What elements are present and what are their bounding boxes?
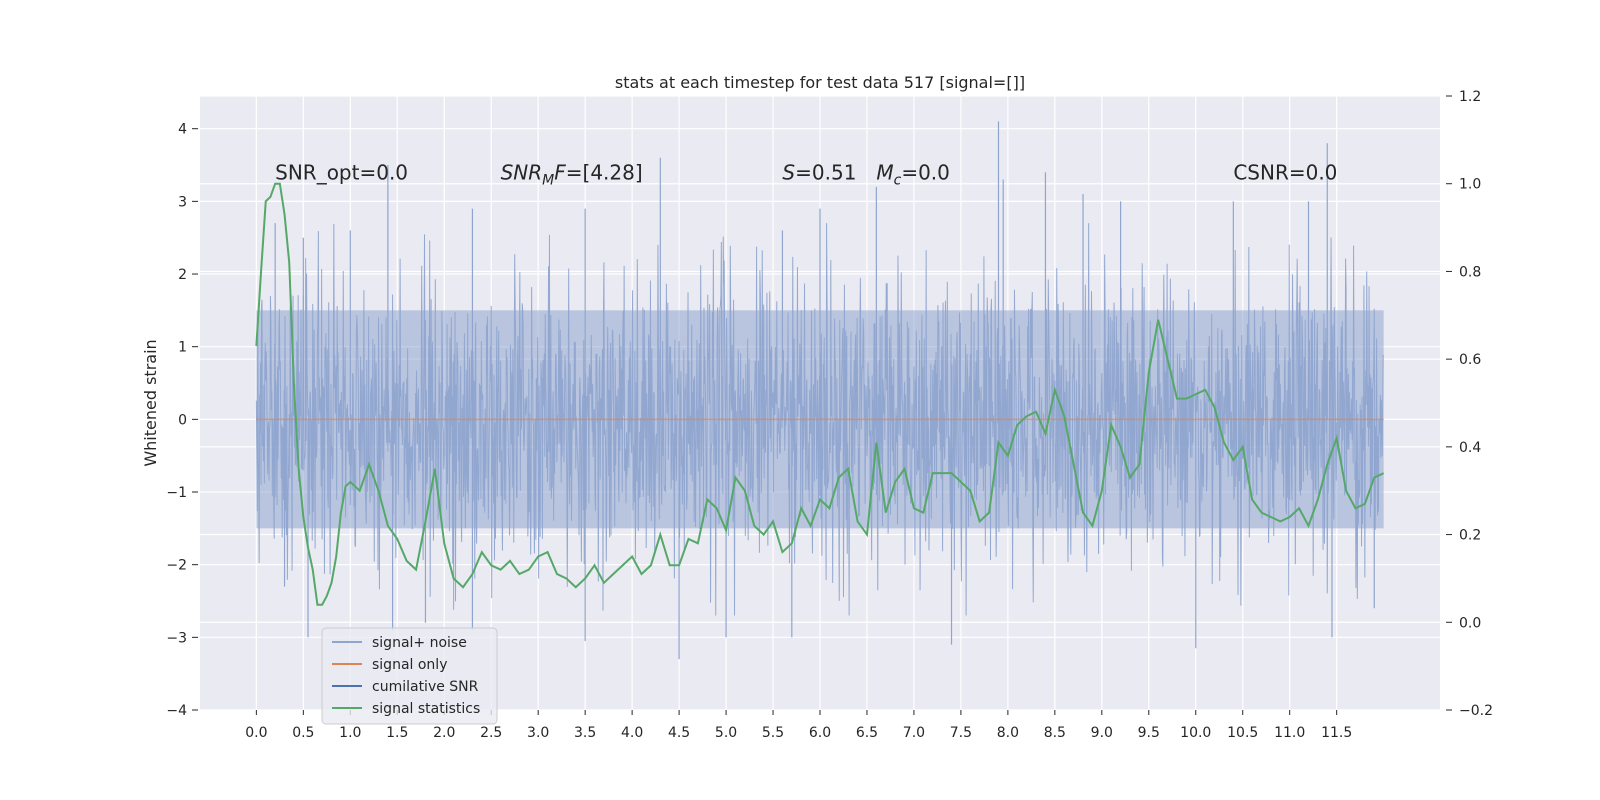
x-tick-label: 11.0: [1274, 725, 1305, 741]
signal-statistics-series: [255, 182, 1385, 606]
x-tick-label: 0.5: [292, 725, 314, 741]
x-tick-label: 3.0: [527, 725, 549, 741]
x-tick-label: 0.0: [245, 725, 267, 741]
annotations: SNR_opt=0.0 SNRMF=[4.28] S=0.51 Mc=0.0 CSNR=…: [275, 161, 1337, 189]
x-tick-label: 10.0: [1180, 725, 1211, 741]
y-tick-label: 4: [178, 122, 187, 138]
legend-label: signal statistics: [372, 701, 480, 717]
legend-box: [321, 627, 498, 725]
y2-tick-label: 0.4: [1459, 440, 1481, 456]
x-tick-label: 9.5: [1138, 725, 1160, 741]
y2-tick-label: 0.2: [1459, 528, 1481, 544]
chart-title: stats at each timestep for test data 517…: [615, 73, 1025, 92]
y-axis-left: −4 −3 −2 −1 0 1 2 3 4: [166, 122, 198, 719]
x-tick-label: 6.0: [809, 725, 831, 741]
x-tick-label: 3.5: [574, 725, 596, 741]
x-tick-label: 4.5: [668, 725, 690, 741]
annotation-text: CSNR=0.0: [1233, 161, 1337, 185]
y-tick-label: −2: [166, 558, 187, 574]
x-tick-label: 1.0: [339, 725, 361, 741]
signal-statistics-line: [255, 182, 1385, 606]
y-axis-right: −0.2 0.0 0.2 0.4 0.6 0.8 1.0 1.2: [1446, 89, 1493, 719]
annotation-text: SNR_opt=0.0: [275, 161, 408, 185]
legend-label: signal+ noise: [372, 635, 467, 651]
y-tick-label: 1: [178, 340, 187, 356]
y-axis-label: Whitened strain: [141, 339, 160, 466]
y-tick-label: −3: [166, 630, 187, 646]
x-axis: 0.0 0.5 1.0 1.5 2.0 2.5 3.0 3.5 4.0 4.5 5.0 5.5 6.0 6…: [245, 710, 1352, 741]
y-tick-label: −1: [166, 485, 187, 501]
annotation-text: Mc=0.0: [876, 161, 950, 189]
x-tick-label: 11.5: [1321, 725, 1352, 741]
y2-tick-label: 0.6: [1459, 352, 1481, 368]
x-tick-label: 8.0: [997, 725, 1019, 741]
x-tick-label: 5.0: [715, 725, 737, 741]
y2-tick-label: 1.2: [1459, 89, 1481, 105]
x-tick-label: 10.5: [1227, 725, 1258, 741]
y-tick-label: −4: [166, 703, 187, 719]
x-tick-label: 2.5: [480, 725, 502, 741]
y-tick-label: 0: [178, 412, 187, 428]
y2-tick-label: 0.8: [1459, 264, 1481, 280]
x-tick-label: 4.0: [621, 725, 643, 741]
annotation-text: SNRMF=[4.28]: [501, 161, 643, 189]
x-tick-label: 7.0: [903, 725, 925, 741]
y2-tick-label: 1.0: [1459, 177, 1481, 193]
x-tick-label: 2.0: [433, 725, 455, 741]
y-tick-label: 2: [178, 267, 187, 283]
x-tick-label: 7.5: [950, 725, 972, 741]
x-tick-label: 5.5: [762, 725, 784, 741]
x-tick-label: 1.5: [386, 725, 408, 741]
y2-tick-label: −0.2: [1459, 703, 1493, 719]
x-tick-label: 9.0: [1091, 725, 1113, 741]
legend-label: signal only: [372, 657, 447, 673]
y-tick-label: 3: [178, 194, 187, 210]
x-tick-label: 6.5: [856, 725, 878, 741]
legend-label: cumilative SNR: [372, 679, 479, 695]
x-tick-label: 8.5: [1044, 725, 1066, 741]
legend: signal+ noise signal only cumilative SNR si…: [321, 627, 498, 725]
y2-tick-label: 0.0: [1459, 615, 1481, 631]
annotation-text: S=0.51: [782, 161, 856, 185]
